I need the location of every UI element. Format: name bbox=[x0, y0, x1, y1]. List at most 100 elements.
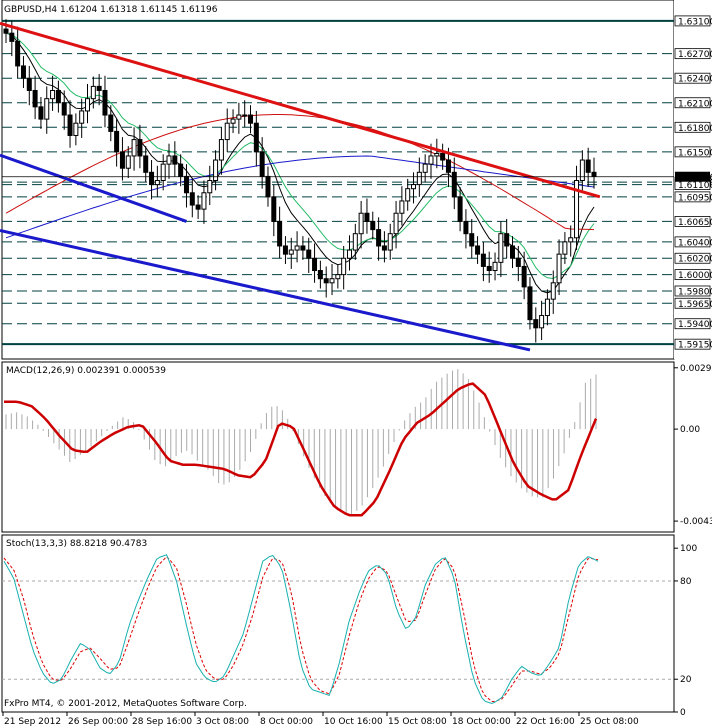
candle-body bbox=[253, 122, 259, 153]
price-level-label: 1.60950 bbox=[678, 193, 712, 203]
candle-body bbox=[387, 233, 393, 251]
ma-line-long bbox=[5, 155, 595, 239]
candle-body bbox=[213, 159, 219, 181]
candle-body bbox=[329, 278, 335, 284]
price-level-label: 1.62400 bbox=[678, 75, 712, 85]
price-level-label-box bbox=[674, 285, 711, 297]
candle-body bbox=[411, 184, 417, 190]
stoch-main-line bbox=[3, 554, 599, 705]
candle-body bbox=[38, 106, 44, 120]
candle-body bbox=[504, 233, 510, 247]
trendline bbox=[0, 153, 187, 223]
candle-body bbox=[149, 171, 155, 186]
price-level-label: 1.59400 bbox=[678, 320, 712, 330]
price-level-label-box bbox=[674, 15, 711, 27]
macd-frame bbox=[1, 361, 675, 533]
candle-body bbox=[515, 257, 521, 267]
candle-body bbox=[282, 245, 288, 255]
candle-body bbox=[160, 163, 166, 181]
candle-body bbox=[527, 286, 533, 321]
candle-body bbox=[492, 261, 498, 272]
candle-body bbox=[434, 152, 440, 157]
candle-body bbox=[178, 163, 184, 177]
candle-body bbox=[457, 196, 463, 222]
time-tick-label: 8 Oct 00:00 bbox=[260, 717, 313, 727]
price-panel: 1.63100 1.62700 1.62400 1.62100 1.61800 1.615… bbox=[0, 0, 712, 360]
current-price-box bbox=[675, 171, 710, 182]
stoch-tick-label: 80 bbox=[680, 577, 692, 587]
candle-body bbox=[521, 265, 527, 288]
price-level-label-box bbox=[674, 236, 711, 248]
candle-body bbox=[405, 188, 411, 202]
candle-body bbox=[533, 319, 539, 329]
macd-signal-line bbox=[4, 382, 598, 517]
candle-body bbox=[539, 315, 545, 329]
candle-body bbox=[399, 200, 405, 214]
candle-body bbox=[137, 139, 143, 157]
candle-body bbox=[3, 28, 9, 34]
price-level-label-box bbox=[674, 252, 711, 264]
candle-body bbox=[32, 89, 38, 108]
current-price-label: 1.61196 bbox=[678, 173, 712, 183]
price-level-label: 1.61500 bbox=[678, 148, 712, 158]
candle-body bbox=[259, 151, 265, 177]
candle-body bbox=[346, 249, 352, 259]
candle-body bbox=[218, 139, 224, 161]
candle-body bbox=[323, 278, 329, 284]
price-level-label-box bbox=[674, 97, 711, 109]
stoch-title: Stoch(13,3,3) 88.8218 90.4783 bbox=[6, 539, 147, 549]
macd-title: MACD(12,26,9) 0.002391 0.000539 bbox=[6, 366, 166, 376]
candle-body bbox=[591, 171, 597, 177]
candle-body bbox=[579, 159, 585, 181]
candle-body bbox=[166, 155, 172, 165]
candle-body bbox=[509, 245, 515, 259]
candle-body bbox=[201, 192, 207, 210]
candle-body bbox=[183, 175, 189, 194]
candle-body bbox=[486, 265, 492, 272]
time-tick-label: 28 Sep 16:00 bbox=[132, 717, 192, 727]
candle-body bbox=[451, 171, 457, 198]
time-tick-label: 26 Sep 00:00 bbox=[68, 717, 128, 727]
macd-tick-label: 0.00292 bbox=[680, 364, 712, 374]
candle-body bbox=[440, 152, 446, 161]
price-level-label: 1.61800 bbox=[678, 124, 712, 134]
candle-body bbox=[102, 89, 108, 116]
stochastic-panel: 100 80 20 0 bbox=[1, 534, 697, 718]
candle-body bbox=[562, 241, 568, 255]
stoch-tick-label: 20 bbox=[680, 675, 692, 685]
price-level-label: 1.59800 bbox=[678, 287, 712, 297]
candle-body bbox=[370, 220, 376, 231]
candle-body bbox=[85, 98, 91, 112]
stoch-tick-label: 100 bbox=[680, 544, 697, 554]
candle-body bbox=[207, 179, 213, 194]
candle-body bbox=[108, 114, 114, 132]
candle-body bbox=[469, 233, 475, 247]
candle-body bbox=[463, 220, 469, 235]
candle-body bbox=[428, 155, 434, 165]
candle-body bbox=[358, 212, 364, 235]
candle-body bbox=[90, 85, 96, 100]
candle-body bbox=[172, 155, 178, 165]
candle-body bbox=[195, 204, 201, 210]
candle-body bbox=[224, 122, 230, 141]
price-level-label: 1.63100 bbox=[678, 17, 712, 27]
candle-body bbox=[230, 118, 236, 124]
candle-body bbox=[480, 253, 486, 267]
candle-body bbox=[143, 155, 149, 173]
candle-body bbox=[352, 233, 358, 251]
price-level-label: 1.62100 bbox=[678, 99, 712, 109]
candle-body bbox=[242, 114, 248, 117]
candle-body bbox=[364, 212, 370, 222]
candle-body bbox=[556, 253, 562, 284]
candle-body bbox=[498, 233, 504, 263]
macd-tick-label: -0.00438 bbox=[680, 517, 712, 527]
candle-body bbox=[445, 159, 451, 173]
ma-line-slow bbox=[5, 114, 595, 231]
candle-body bbox=[381, 245, 387, 251]
candle-body bbox=[50, 89, 56, 100]
candle-body bbox=[306, 249, 312, 259]
candle-body bbox=[125, 155, 131, 169]
price-level-label: 1.60650 bbox=[678, 218, 712, 228]
price-level-label-box bbox=[674, 216, 711, 227]
